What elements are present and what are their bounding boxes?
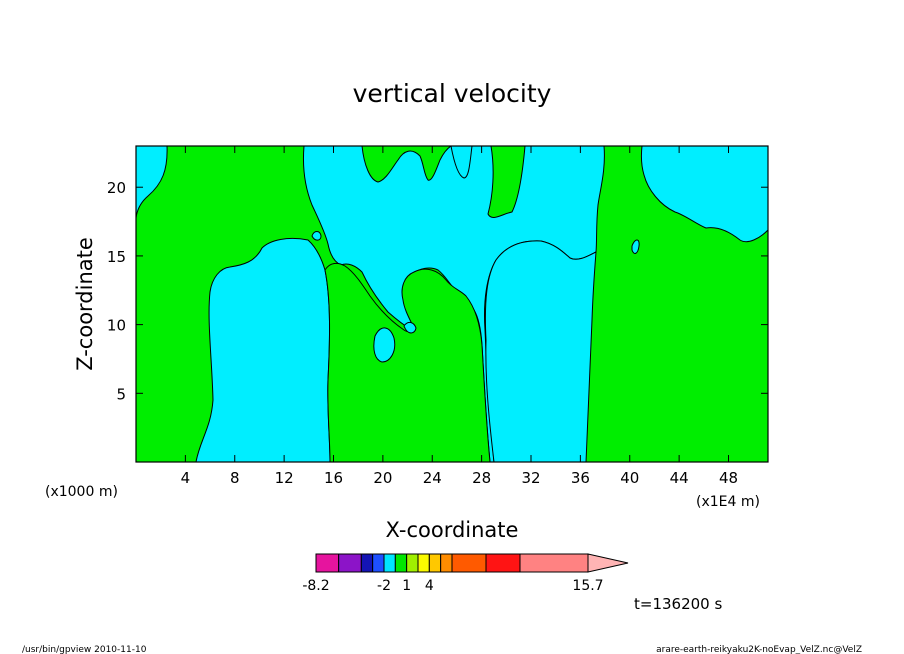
colorbar-label: -2 bbox=[377, 578, 391, 594]
time-label: t=136200 s bbox=[634, 595, 722, 613]
x-axis-label: X-coordinate bbox=[386, 518, 519, 542]
x-tick-label: 44 bbox=[670, 469, 689, 487]
x-tick-label: 32 bbox=[521, 469, 540, 487]
y-tick-label: 5 bbox=[116, 385, 126, 403]
footer-left: /usr/bin/gpview 2010-11-10 bbox=[22, 645, 147, 654]
colorbar-cell bbox=[428, 553, 442, 573]
positive-region bbox=[324, 262, 491, 462]
x-unit-left: (x1000 m) bbox=[45, 484, 118, 500]
colorbar-label: 4 bbox=[425, 578, 434, 594]
colorbar-cell bbox=[485, 553, 521, 573]
negative-region bbox=[373, 327, 396, 363]
colorbar-cell bbox=[372, 553, 385, 573]
x-tick-label: 16 bbox=[324, 469, 343, 487]
x-tick-label: 24 bbox=[423, 469, 442, 487]
x-unit-right: (x1E4 m) bbox=[696, 494, 760, 510]
chart-title: vertical velocity bbox=[353, 79, 552, 108]
negative-region bbox=[136, 146, 168, 219]
colorbar-cell bbox=[519, 553, 589, 573]
colorbar-cell bbox=[451, 553, 487, 573]
colorbar-cell bbox=[383, 553, 396, 573]
x-tick-label: 48 bbox=[719, 469, 738, 487]
negative-region bbox=[311, 231, 322, 241]
colorbar-cell bbox=[315, 553, 340, 573]
x-tick-label: 28 bbox=[472, 469, 491, 487]
negative-region bbox=[631, 239, 640, 254]
negative-region bbox=[450, 146, 473, 179]
y-axis: 5 10 15 20 bbox=[107, 179, 768, 403]
x-tick-label: 4 bbox=[181, 469, 191, 487]
colorbar-cell bbox=[440, 553, 453, 573]
negative-region bbox=[484, 240, 597, 462]
contour-field bbox=[136, 146, 768, 462]
y-axis-label: Z-coordinate bbox=[73, 237, 97, 371]
colorbar-cell bbox=[417, 553, 430, 573]
colorbar-cell bbox=[406, 553, 419, 573]
colorbar: -8.2 -2 1 4 15.7 bbox=[302, 553, 629, 594]
positive-region bbox=[361, 146, 452, 183]
x-axis: 4 8 12 16 20 24 28 32 36 40 44 48 bbox=[181, 146, 738, 487]
colorbar-cell bbox=[360, 553, 374, 573]
colorbar-label: 15.7 bbox=[572, 578, 603, 594]
colorbar-label: 1 bbox=[402, 578, 411, 594]
colorbar-label: -8.2 bbox=[302, 578, 329, 594]
colorbar-cell bbox=[394, 553, 408, 573]
plot-frame bbox=[135, 145, 769, 463]
x-tick-label: 12 bbox=[275, 469, 294, 487]
x-tick-label: 8 bbox=[230, 469, 240, 487]
y-tick-label: 20 bbox=[107, 179, 126, 197]
footer-right: arare-earth-reikyaku2K-noEvap_VelZ.nc@Ve… bbox=[656, 645, 862, 654]
colorbar-cell bbox=[338, 553, 362, 573]
x-tick-label: 20 bbox=[373, 469, 392, 487]
x-tick-label: 36 bbox=[571, 469, 590, 487]
negative-region bbox=[403, 321, 417, 334]
negative-region bbox=[640, 146, 768, 243]
y-tick-label: 10 bbox=[107, 317, 126, 335]
x-tick-label: 40 bbox=[620, 469, 639, 487]
y-tick-label: 15 bbox=[107, 248, 126, 266]
colorbar-extension bbox=[587, 553, 629, 573]
